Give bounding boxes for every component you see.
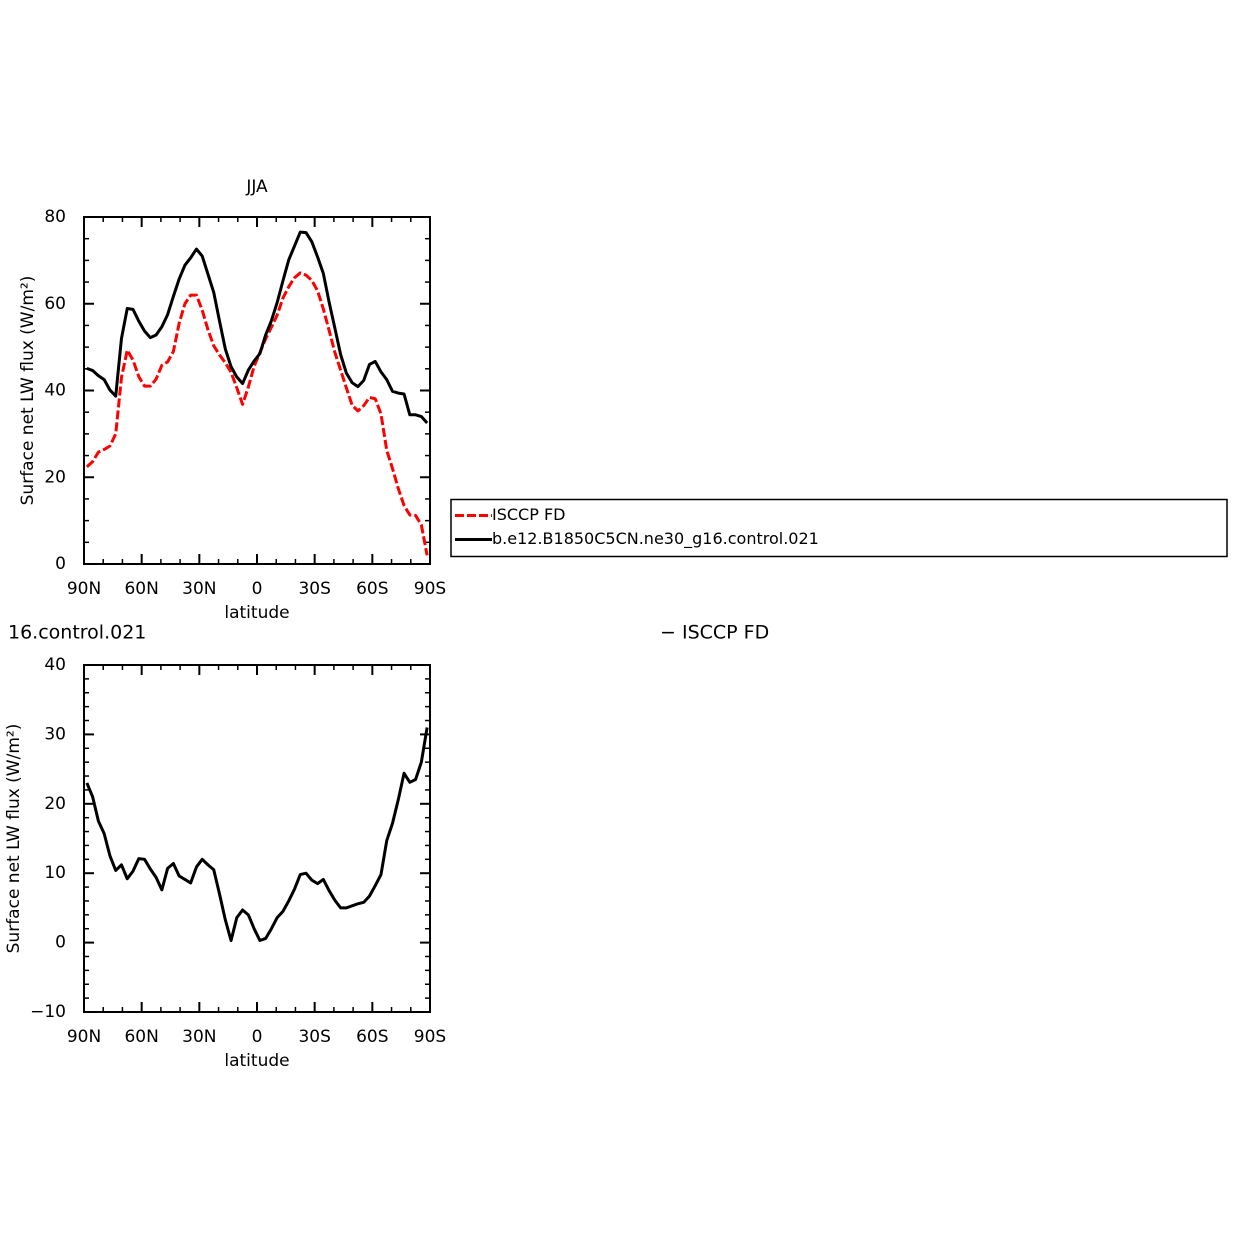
y-tick-label: 10 <box>44 863 66 883</box>
x-tick-label: 90S <box>414 579 446 599</box>
chart-title: JJA <box>245 177 268 197</box>
y-axis-label: Surface net LW flux (W/m²) <box>4 724 24 954</box>
x-tick-label: 90N <box>67 579 101 599</box>
y-tick-label: 80 <box>44 207 66 227</box>
x-tick-label: 30S <box>298 1027 330 1047</box>
x-tick-label: 60N <box>124 579 158 599</box>
x-tick-label: 30N <box>182 1027 216 1047</box>
x-axis-label: latitude <box>224 1051 289 1071</box>
y-tick-label: 40 <box>44 655 66 675</box>
y-axis-label: Surface net LW flux (W/m²) <box>18 276 38 506</box>
y-tick-label: 20 <box>44 467 66 487</box>
chart-title: 16.control.021 <box>8 622 146 644</box>
y-tick-label: 30 <box>44 724 66 744</box>
plot-frame <box>83 216 431 565</box>
x-tick-label: 60N <box>124 1027 158 1047</box>
x-tick-label: 0 <box>252 1027 263 1047</box>
x-axis-label: latitude <box>224 603 289 623</box>
y-tick-label: 0 <box>55 933 66 953</box>
y-tick-label: 60 <box>44 294 66 314</box>
y-tick-label: −10 <box>30 1002 66 1022</box>
x-tick-label: 60S <box>356 579 388 599</box>
x-tick-label: 30N <box>182 579 216 599</box>
chart-title: − ISCCP FD <box>660 622 769 644</box>
data-line <box>85 727 429 943</box>
plot-frame <box>83 664 431 1013</box>
legend-label: b.e12.B1850C5CN.ne30_g16.control.021 <box>492 529 819 549</box>
x-tick-label: 60S <box>356 1027 388 1047</box>
legend-box <box>450 498 1228 558</box>
x-tick-label: 30S <box>298 579 330 599</box>
legend-label: ISCCP FD <box>492 505 565 524</box>
x-tick-label: 90N <box>67 1027 101 1047</box>
y-tick-label: 40 <box>44 381 66 401</box>
y-tick-label: 20 <box>44 794 66 814</box>
x-tick-label: 90S <box>414 1027 446 1047</box>
data-line <box>86 230 429 425</box>
y-tick-label: 0 <box>55 554 66 574</box>
data-line <box>85 271 429 556</box>
x-tick-label: 0 <box>252 579 263 599</box>
